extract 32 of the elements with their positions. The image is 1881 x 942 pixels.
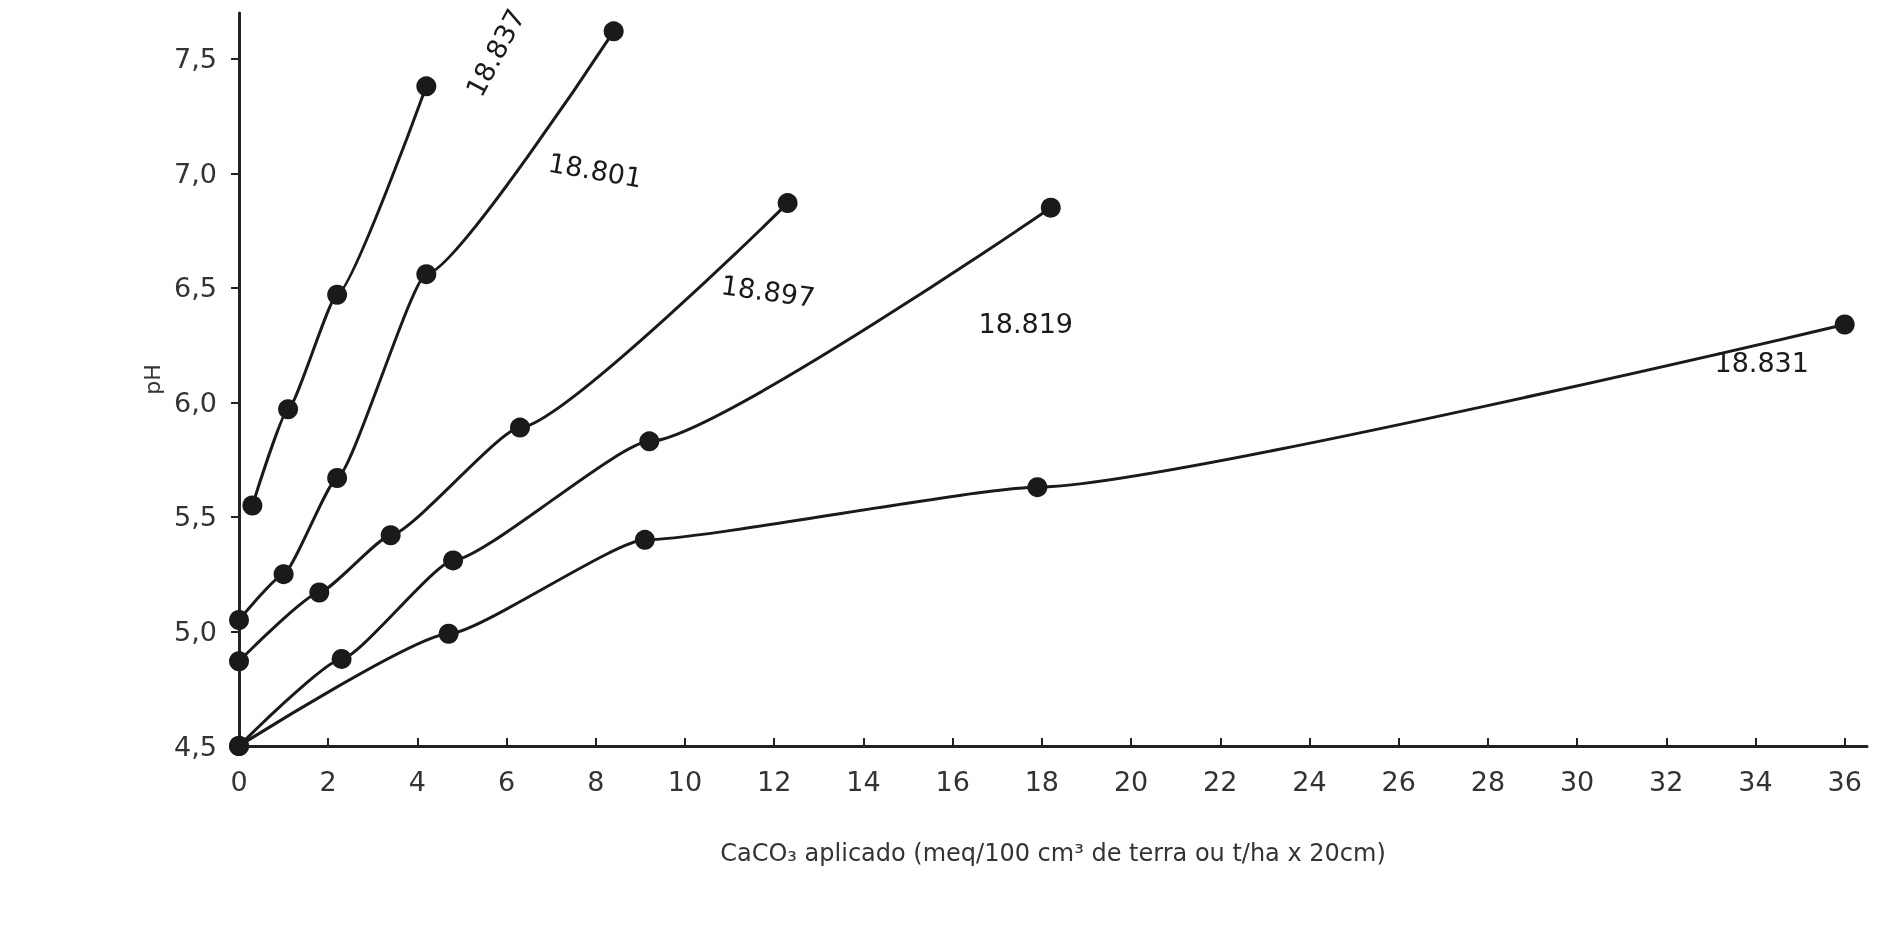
x-tick-label: 0 <box>230 766 248 797</box>
y-tick-label: 5,5 <box>174 501 217 533</box>
x-tick-label: 6 <box>498 766 516 797</box>
x-tick-label: 18 <box>1024 766 1060 797</box>
x-tick-label: 26 <box>1381 766 1416 797</box>
series-label: 18.819 <box>978 308 1074 340</box>
x-tick-label: 32 <box>1649 766 1684 797</box>
y-tick-label: 6,0 <box>174 386 217 418</box>
x-tick-label: 36 <box>1827 766 1862 797</box>
x-tick-label: 8 <box>587 766 605 797</box>
x-tick-label: 34 <box>1738 766 1773 797</box>
x-tick-label: 12 <box>757 766 792 797</box>
text: 18.897 <box>719 269 818 314</box>
x-axis-title: CaCO₃ aplicado (meq/100 cm³ de terra ou t/ha x 20cm) <box>720 839 1386 867</box>
x-tick-label: 20 <box>1113 766 1149 797</box>
text: 18.801 <box>546 146 645 194</box>
x-tick-label: 22 <box>1203 766 1238 797</box>
x-tick-label: 16 <box>935 766 970 797</box>
x-tick-label: 2 <box>319 766 337 797</box>
x-tick-label: 4 <box>408 766 426 797</box>
y-tick-label: 4,5 <box>174 730 217 762</box>
y-tick-label: 7,0 <box>174 157 217 189</box>
series-label: 18.831 <box>1714 347 1809 379</box>
y-tick-label: 6,5 <box>174 272 217 304</box>
x-tick-label: 14 <box>846 766 881 797</box>
x-tick-label: 30 <box>1559 766 1595 797</box>
x-tick-label: 24 <box>1292 766 1327 797</box>
y-tick-label: 7,5 <box>174 43 217 75</box>
x-tick-label: 28 <box>1470 766 1506 797</box>
y-tick-label: 5,0 <box>174 615 217 647</box>
x-tick-label: 10 <box>667 766 703 797</box>
y-axis-title: pH <box>139 364 165 395</box>
